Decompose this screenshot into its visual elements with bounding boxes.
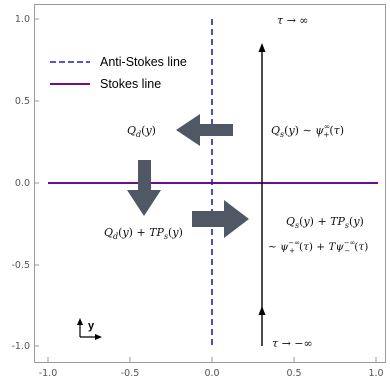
- qs-plus-tps-label: Qs(y) + TPs(y): [286, 215, 364, 230]
- y-tick-label: -1.0: [11, 341, 30, 352]
- x-tick-label: -1.0: [39, 368, 58, 379]
- x-tick-label: 1.0: [368, 368, 383, 379]
- qs-top-label: Qs(y) ∼ ψ∞ +(τ): [271, 122, 344, 139]
- qd-label: Qd(y): [127, 124, 156, 139]
- gray-arrow-right: [192, 200, 249, 238]
- tau-path-arrowhead-up: [258, 43, 266, 52]
- x-axis-ticks: [47, 357, 377, 362]
- y-tick-label: 1.0: [15, 14, 30, 25]
- psi-sum-label: ∼ ψ−∞ + (τ) + Tψ−∞ − (τ): [268, 239, 368, 255]
- inset-axis-indicator: y: [77, 318, 102, 340]
- tau-path-arrowhead-bottom: [258, 306, 266, 315]
- qd-plus-tps-label: Qd(y) + TPs(y): [104, 226, 183, 241]
- gray-arrow-down: [127, 160, 161, 216]
- y-tick-label: 0.0: [15, 178, 30, 189]
- x-tick-label: -0.5: [121, 368, 140, 379]
- legend-stokes-label: Stokes line: [100, 77, 161, 91]
- legend-anti-stokes-label: Anti-Stokes line: [100, 55, 187, 69]
- tau-top-label: τ → ∞: [277, 14, 308, 27]
- y-tick-label: -0.5: [11, 260, 30, 271]
- y-axis-ticks: [34, 18, 39, 347]
- inset-axis-label: y: [88, 320, 95, 332]
- x-tick-label: 0.5: [286, 368, 301, 379]
- y-tick-label: 0.5: [15, 96, 30, 107]
- x-tick-label: 0.0: [204, 368, 219, 379]
- gray-arrow-left: [176, 114, 233, 146]
- tau-bottom-label: τ → −∞: [272, 337, 313, 350]
